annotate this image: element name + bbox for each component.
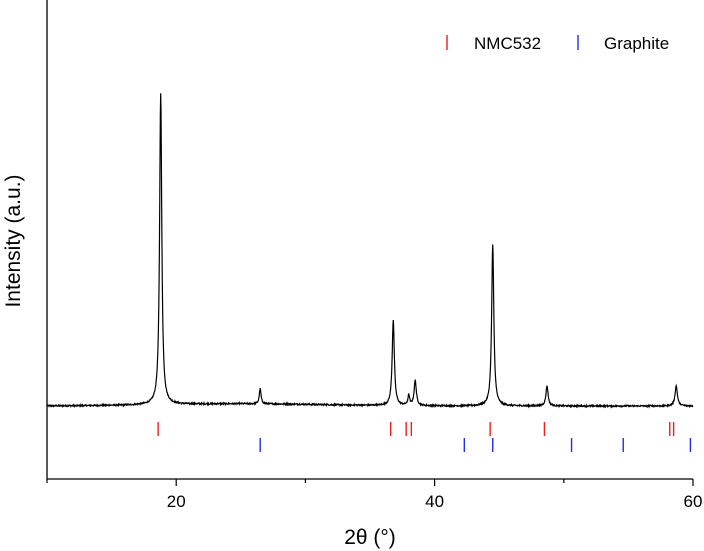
x-ticks: [46, 479, 694, 486]
plot-frame: [46, 0, 693, 480]
reference-markers: [157, 422, 692, 452]
legend-label-graphite: Graphite: [604, 34, 669, 53]
x-tick-label: 60: [684, 492, 703, 511]
x-tick-label: 20: [167, 492, 186, 511]
y-axis-title: Intensity (a.u.): [2, 174, 25, 307]
x-tick-labels: 20 40 60: [167, 492, 703, 511]
legend: NMC532 Graphite: [446, 34, 669, 53]
xrd-pattern-line: [46, 93, 694, 409]
x-tick-label: 40: [425, 492, 444, 511]
legend-label-nmc532: NMC532: [474, 34, 541, 53]
x-axis-title: 2θ (°): [344, 526, 396, 549]
